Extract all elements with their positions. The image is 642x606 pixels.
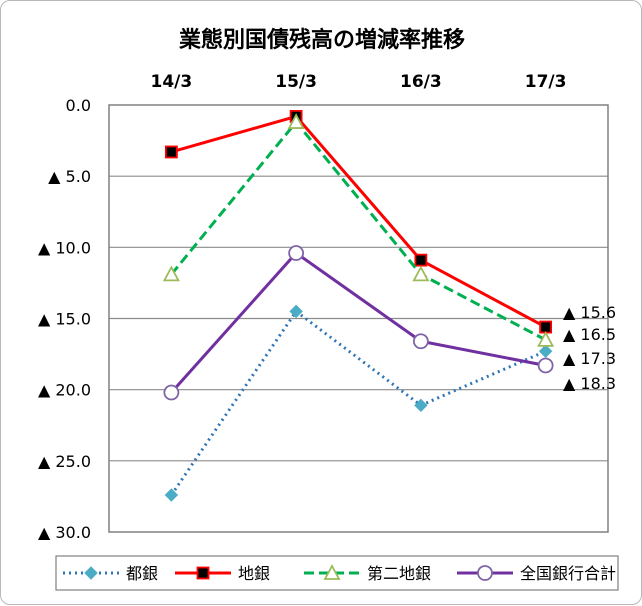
y-tick-label: 0.0 [66,96,91,115]
legend-entry: 全国銀行合計 [457,564,616,583]
x-axis: 14/3 15/3 16/3 17/3 [151,72,567,92]
data-label: ▲ 16.5 [563,325,616,344]
x-tick-label: 14/3 [151,72,193,92]
gridlines [109,175,608,462]
data-point [289,304,303,319]
data-point [537,357,554,374]
data-point [537,330,555,347]
data-point [164,488,179,502]
x-tick-label: 15/3 [275,72,317,92]
x-tick-label: 17/3 [525,72,567,92]
chart-title: 業態別国債残高の増減率推移 [179,27,465,53]
legend-label: 都銀 [126,564,158,583]
data-point [162,265,180,282]
legend-label: 全国銀行合計 [520,564,616,583]
y-tick-label: ▲ 5.0 [48,167,91,186]
data-point [412,265,430,282]
data-point [412,333,429,350]
legend-label: 第二地銀 [367,564,431,583]
data-point [288,245,305,261]
y-tick-label: ▲ 30.0 [38,523,91,542]
legend-entry: 都銀 [63,564,158,583]
series-group [163,245,554,401]
data-point [539,320,553,334]
x-tick-label: 16/3 [400,72,442,92]
data-point [414,398,428,413]
series-line [170,251,546,394]
legend-entry: 地銀 [175,564,270,583]
data-point [196,566,210,580]
y-axis: 0.0 ▲ 5.0 ▲ 10.0 ▲ 15.0 ▲ 20.0 ▲ 25.0 ▲ 30.0 [38,96,91,542]
legend: 都銀 地銀 第二地銀 全国銀行合計 [55,555,619,591]
data-point [164,145,178,159]
y-tick-label: ▲ 20.0 [38,381,91,400]
data-point [84,566,98,580]
legend-entry: 第二地銀 [304,564,431,583]
data-point [323,564,341,580]
y-tick-label: ▲ 25.0 [38,452,91,471]
data-labels: ▲ 15.6 ▲ 16.5 ▲ 17.3 ▲ 18.3 [563,303,616,393]
series-group [164,304,553,502]
data-point [414,253,428,267]
data-point [477,565,493,581]
series-line [170,309,547,496]
series-lines [162,109,555,502]
data-point [163,384,180,401]
data-label: ▲ 18.3 [563,374,616,393]
y-tick-label: ▲ 15.0 [38,310,91,329]
series-line [170,120,547,342]
y-tick-label: ▲ 10.0 [38,238,91,257]
data-label: ▲ 15.6 [563,303,616,322]
plot-area [108,104,609,533]
data-point [538,344,553,358]
series-group [164,109,553,334]
legend-label: 地銀 [238,564,270,583]
series-group [162,113,555,347]
data-point [287,113,305,129]
series-line [170,114,547,329]
data-label: ▲ 17.3 [563,349,616,368]
